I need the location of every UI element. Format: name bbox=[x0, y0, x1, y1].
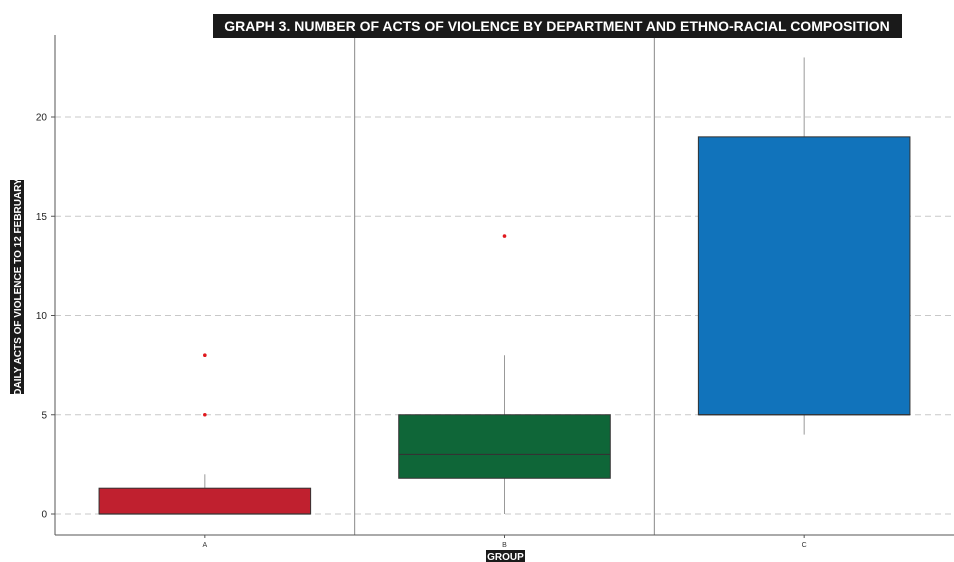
chart-title: GRAPH 3. NUMBER OF ACTS OF VIOLENCE BY D… bbox=[213, 14, 902, 38]
box-layer bbox=[98, 57, 911, 515]
outlier-point-a-1 bbox=[203, 353, 207, 358]
y-tick-label-20: 20 bbox=[36, 113, 48, 124]
x-axis-label: GROUP bbox=[486, 550, 525, 562]
y-tick-label-15: 15 bbox=[36, 212, 48, 223]
box-group-a bbox=[98, 353, 312, 515]
box-c bbox=[697, 136, 911, 416]
x-axis-label-background bbox=[486, 550, 525, 562]
box-group-b bbox=[398, 234, 611, 514]
x-axis-label-text: GROUP bbox=[487, 552, 524, 562]
y-tick-label-10: 10 bbox=[36, 311, 48, 322]
x-tick-labels: A B C bbox=[202, 535, 807, 549]
box-group-c bbox=[697, 57, 911, 435]
outlier-point-a-0 bbox=[203, 412, 207, 417]
x-tick-label-c: C bbox=[802, 542, 807, 549]
title-background bbox=[213, 14, 902, 38]
y-axis-label-text: DAILY ACTS OF VIOLENCE TO 12 FEBRUARY bbox=[13, 178, 24, 396]
x-tick-label-b: B bbox=[502, 542, 507, 549]
box-a bbox=[98, 487, 312, 515]
group-separators bbox=[354, 35, 655, 535]
y-tick-label-5: 5 bbox=[41, 410, 47, 421]
y-tick-label-0: 0 bbox=[41, 510, 47, 521]
x-tick-label-a: A bbox=[202, 542, 207, 549]
y-axis-label: DAILY ACTS OF VIOLENCE TO 12 FEBRUARY bbox=[10, 178, 24, 396]
title-text: GRAPH 3. NUMBER OF ACTS OF VIOLENCE BY D… bbox=[224, 18, 890, 34]
box-b bbox=[398, 414, 611, 479]
y-tick-labels: 0 5 10 15 20 bbox=[36, 113, 55, 521]
outlier-point-b-0 bbox=[502, 234, 507, 238]
y-axis-label-background bbox=[10, 180, 24, 394]
